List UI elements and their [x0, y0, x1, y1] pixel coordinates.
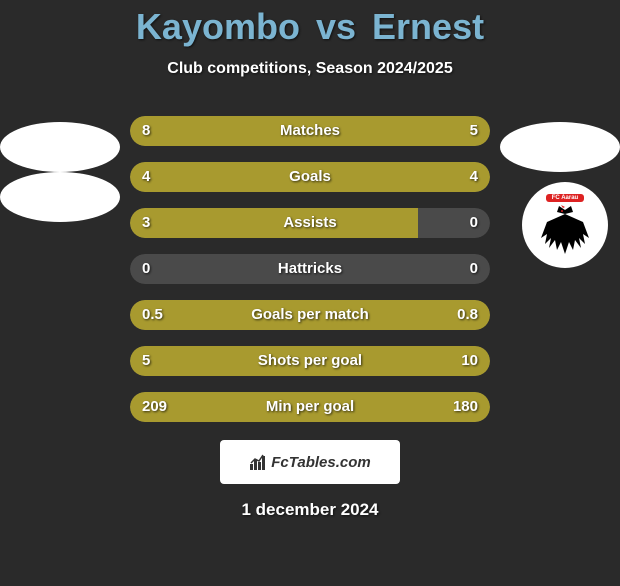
- stat-label: Assists: [130, 208, 490, 238]
- stat-label: Min per goal: [130, 392, 490, 422]
- vs-text: vs: [316, 6, 356, 47]
- club-banner: FC Aarau: [546, 194, 584, 202]
- subtitle: Club competitions, Season 2024/2025: [0, 60, 620, 78]
- stat-row: 8Matches5: [130, 116, 490, 146]
- stat-label: Goals per match: [130, 300, 490, 330]
- stat-label: Goals: [130, 162, 490, 192]
- stat-row: 3Assists0: [130, 208, 490, 238]
- stat-value-right: 10: [461, 346, 478, 376]
- stat-value-right: 0: [470, 208, 478, 238]
- player1-badge-top: [0, 122, 120, 172]
- stat-row: 0.5Goals per match0.8: [130, 300, 490, 330]
- fctables-logo: FcTables.com: [220, 440, 400, 484]
- stat-value-right: 5: [470, 116, 478, 146]
- player1-badge-bottom: [0, 172, 120, 222]
- player1-name: Kayombo: [136, 6, 300, 47]
- stat-value-right: 0.8: [457, 300, 478, 330]
- date-text: 1 december 2024: [0, 500, 620, 520]
- chart-icon: [249, 453, 267, 471]
- stat-value-right: 0: [470, 254, 478, 284]
- comparison-title: Kayombo vs Ernest: [0, 6, 620, 48]
- fctables-text: FcTables.com: [271, 454, 370, 471]
- stat-label: Hattricks: [130, 254, 490, 284]
- player2-name: Ernest: [372, 6, 484, 47]
- eagle-icon: [535, 204, 595, 256]
- stat-label: Shots per goal: [130, 346, 490, 376]
- stat-value-right: 180: [453, 392, 478, 422]
- stat-row: 0Hattricks0: [130, 254, 490, 284]
- stat-row: 5Shots per goal10: [130, 346, 490, 376]
- stat-row: 4Goals4: [130, 162, 490, 192]
- club-logo: FC Aarau: [522, 182, 608, 268]
- stat-row: 209Min per goal180: [130, 392, 490, 422]
- stat-value-right: 4: [470, 162, 478, 192]
- stat-label: Matches: [130, 116, 490, 146]
- player2-badge-top: [500, 122, 620, 172]
